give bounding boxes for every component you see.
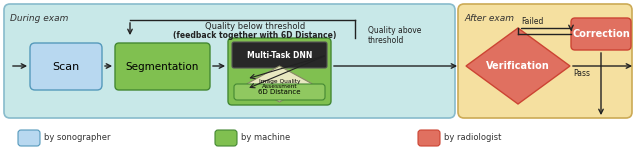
Polygon shape xyxy=(466,28,570,104)
Text: Failed: Failed xyxy=(521,17,543,26)
FancyBboxPatch shape xyxy=(232,42,327,68)
Text: Correction: Correction xyxy=(572,29,630,39)
Text: Quality above
threshold: Quality above threshold xyxy=(368,26,421,45)
FancyBboxPatch shape xyxy=(215,130,237,146)
FancyBboxPatch shape xyxy=(234,84,325,100)
Text: Multi-Task DNN: Multi-Task DNN xyxy=(247,51,312,59)
FancyBboxPatch shape xyxy=(418,130,440,146)
FancyBboxPatch shape xyxy=(458,4,632,118)
Text: After exam: After exam xyxy=(464,14,514,23)
Text: Segmentation: Segmentation xyxy=(126,62,199,71)
FancyBboxPatch shape xyxy=(4,4,455,118)
Text: Scan: Scan xyxy=(52,62,79,71)
Text: Pass: Pass xyxy=(573,69,590,78)
Text: by sonographer: by sonographer xyxy=(44,133,111,143)
FancyBboxPatch shape xyxy=(30,43,102,90)
FancyBboxPatch shape xyxy=(228,38,331,105)
FancyBboxPatch shape xyxy=(115,43,210,90)
Text: 6D Distance: 6D Distance xyxy=(259,89,301,95)
Polygon shape xyxy=(246,66,312,102)
Text: Image Quality
Assessment: Image Quality Assessment xyxy=(259,79,300,89)
Text: by machine: by machine xyxy=(241,133,291,143)
Text: by radiologist: by radiologist xyxy=(444,133,501,143)
Text: Quality below threshold: Quality below threshold xyxy=(205,22,305,31)
Text: During exam: During exam xyxy=(10,14,68,23)
Text: Verification: Verification xyxy=(486,61,550,71)
Text: (feedback together with 6D Distance): (feedback together with 6D Distance) xyxy=(173,31,337,40)
FancyBboxPatch shape xyxy=(571,18,631,50)
FancyBboxPatch shape xyxy=(18,130,40,146)
